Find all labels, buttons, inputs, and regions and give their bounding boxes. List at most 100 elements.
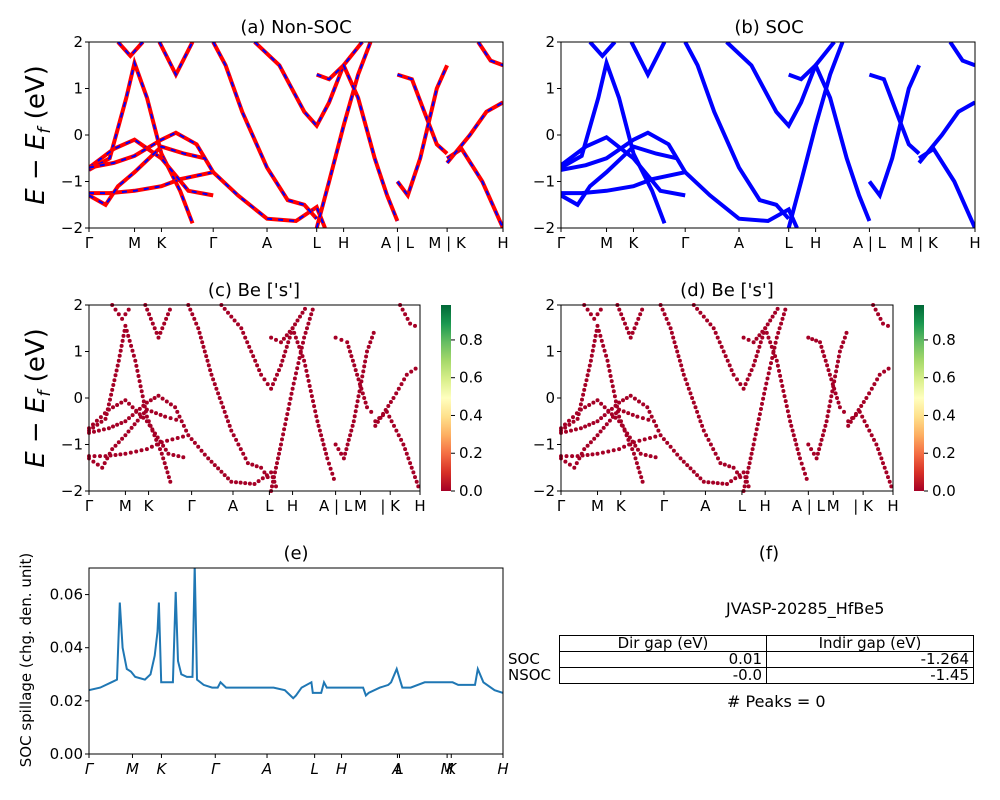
projection-point bbox=[161, 443, 166, 448]
projection-point bbox=[764, 330, 769, 335]
projection-point bbox=[307, 384, 312, 388]
projection-point bbox=[360, 391, 365, 396]
projection-point bbox=[581, 392, 586, 397]
projection-point bbox=[243, 335, 248, 340]
projection-point bbox=[685, 463, 690, 468]
x-tick-label: H bbox=[287, 497, 298, 515]
projection-point bbox=[245, 461, 250, 466]
projection-point bbox=[144, 414, 149, 419]
projection-point bbox=[683, 377, 688, 382]
projection-point bbox=[358, 384, 363, 389]
projection-point bbox=[610, 414, 615, 419]
projection-point bbox=[777, 368, 781, 373]
projection-point bbox=[630, 330, 635, 335]
projection-point bbox=[834, 369, 839, 374]
projection-point bbox=[708, 442, 713, 447]
projection-point bbox=[872, 437, 876, 442]
projection-point bbox=[285, 412, 290, 417]
projection-point bbox=[582, 387, 587, 392]
projection-point bbox=[123, 398, 128, 403]
projection-point bbox=[591, 421, 596, 425]
projection-point bbox=[92, 454, 97, 459]
projection-point bbox=[590, 452, 595, 457]
projection-point bbox=[98, 415, 103, 420]
projection-point bbox=[607, 418, 612, 423]
projection-point bbox=[588, 358, 593, 363]
projection-point bbox=[152, 326, 157, 331]
x-tick-label: K bbox=[157, 234, 168, 252]
projection-point bbox=[788, 419, 793, 424]
x-tick-label: H bbox=[760, 497, 771, 515]
projection-point bbox=[135, 418, 140, 423]
panel-a-frame bbox=[88, 41, 504, 229]
projection-point bbox=[123, 312, 128, 317]
projection-point bbox=[99, 419, 104, 424]
projection-point bbox=[400, 307, 405, 312]
projection-point bbox=[114, 368, 119, 373]
projection-point bbox=[274, 484, 278, 489]
y-tick-label: −1 bbox=[61, 436, 83, 454]
projection-point bbox=[356, 377, 361, 382]
projection-point bbox=[623, 321, 627, 326]
band-line bbox=[629, 42, 667, 80]
projection-point bbox=[130, 405, 135, 410]
projection-point bbox=[569, 428, 573, 433]
x-tick-label: M bbox=[441, 760, 454, 778]
projection-point bbox=[829, 377, 834, 382]
energy-ylabel-top: E − Ef (eV) bbox=[21, 65, 55, 205]
projection-point bbox=[179, 419, 184, 424]
projection-point bbox=[835, 364, 839, 369]
x-tick-label: L bbox=[738, 497, 747, 515]
x-tick-label: H bbox=[810, 234, 821, 252]
projection-point bbox=[168, 402, 173, 407]
projection-point bbox=[147, 312, 152, 317]
projection-point bbox=[116, 312, 121, 317]
y-tick-label: 2 bbox=[545, 33, 555, 51]
projection-point bbox=[254, 464, 259, 469]
projection-point bbox=[611, 389, 616, 394]
projection-point bbox=[138, 384, 143, 389]
projection-point bbox=[573, 427, 578, 432]
projection-point bbox=[296, 361, 301, 366]
projection-point bbox=[303, 330, 308, 335]
projection-point bbox=[580, 397, 584, 402]
projection-point bbox=[365, 405, 369, 410]
projection-point bbox=[162, 321, 167, 326]
x-tick-label: M | K bbox=[900, 234, 939, 252]
projection-point bbox=[860, 414, 865, 419]
projection-point bbox=[164, 316, 169, 321]
projection-point bbox=[621, 316, 626, 321]
projection-point bbox=[405, 316, 410, 321]
projection-point bbox=[610, 384, 615, 389]
projection-point bbox=[279, 442, 283, 447]
projection-point bbox=[238, 480, 243, 485]
nsoc-dir-gap: -0.0 bbox=[559, 667, 767, 684]
projection-point bbox=[833, 374, 838, 379]
projection-point bbox=[654, 423, 659, 428]
projection-point bbox=[773, 340, 778, 345]
projection-point bbox=[139, 389, 144, 394]
projection-point bbox=[809, 447, 814, 452]
projection-point bbox=[350, 423, 355, 428]
projection-point bbox=[617, 307, 622, 312]
band-line-dash bbox=[446, 101, 503, 164]
projection-point bbox=[675, 349, 680, 354]
projection-point bbox=[700, 423, 705, 428]
projection-point bbox=[886, 366, 891, 371]
projection-point bbox=[630, 447, 635, 452]
y-tick-label: 0.06 bbox=[50, 586, 83, 604]
projection-point bbox=[833, 391, 838, 396]
projection-point bbox=[640, 479, 645, 484]
projection-point bbox=[239, 326, 244, 331]
projection-point bbox=[643, 453, 648, 457]
projection-point bbox=[106, 407, 111, 412]
projection-point bbox=[128, 450, 133, 455]
projection-point bbox=[820, 433, 825, 438]
projection-point bbox=[624, 396, 629, 400]
projection-point bbox=[127, 401, 131, 406]
y-tick-label: −2 bbox=[533, 482, 555, 500]
projection-point bbox=[619, 312, 624, 317]
projection-point bbox=[123, 433, 128, 438]
projection-point bbox=[229, 428, 234, 433]
projection-point bbox=[661, 437, 666, 442]
